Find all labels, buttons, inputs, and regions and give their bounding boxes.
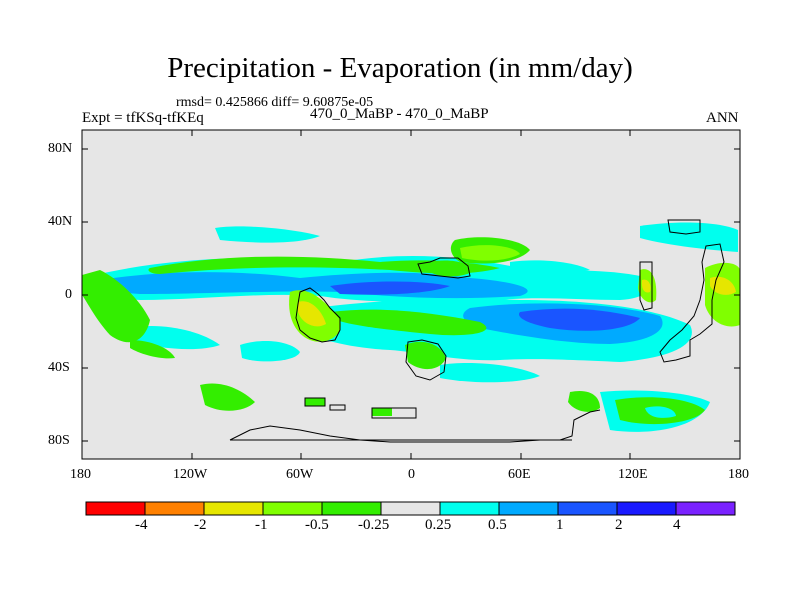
blue-core-eq [330, 281, 450, 295]
lon-label-60e: 60E [508, 467, 531, 482]
green-patch-s-atl-small2 [372, 408, 392, 416]
coastline-small-2 [371, 407, 417, 419]
yellowgreen-core-asia [641, 279, 651, 293]
coastline-n-america [667, 219, 701, 235]
colorbar-bin [380, 501, 441, 516]
plot-title: Precipitation - Evaporation (in mm/day) [167, 52, 633, 84]
lon-label-180w: 180 [70, 467, 91, 482]
lat-label-eq: 0 [65, 287, 72, 302]
colorbar-bin [557, 501, 618, 516]
colorbar-label-3: -1 [255, 517, 268, 533]
colorbar-bin [616, 501, 677, 516]
coastline-w-pacific [659, 243, 725, 363]
colorbar-bin [85, 501, 146, 516]
coastline-antarctica [229, 409, 601, 443]
season-label: ANN [706, 110, 739, 126]
lon-label-120w: 120W [173, 467, 208, 482]
colorbar-label-10: 4 [673, 517, 681, 533]
lat-label-80s: 80S [48, 433, 70, 448]
field-contours [82, 222, 740, 432]
cyan-patch-sw-pacific [240, 340, 300, 362]
lon-label-60w: 60W [286, 467, 314, 482]
lon-label-120e: 120E [618, 467, 648, 482]
lat-label-40n: 40N [48, 214, 73, 229]
colorbar [85, 501, 736, 516]
colorbar-label-1: -4 [135, 517, 148, 533]
colorbar-label-4: -0.5 [305, 517, 329, 533]
colorbar-bin [321, 501, 382, 516]
yellowgreen-core-sa [298, 301, 326, 327]
green-patch-sahara [430, 260, 472, 277]
case-label: 470_0_MaBP - 470_0_MaBP [310, 106, 489, 122]
colorbar-label-6: 0.25 [425, 517, 452, 533]
coastline-africa-north [417, 257, 471, 279]
colorbar-bin [675, 501, 736, 516]
colorbar-bin [203, 501, 264, 516]
yellowgreen-core-wp [710, 276, 736, 295]
coastline-africa-south [405, 339, 447, 381]
cyan-patch-atlantic-n [215, 226, 320, 243]
yellowgreen-core-africa [460, 245, 520, 261]
coastline-south-america [295, 287, 341, 343]
lat-label-40s: 40S [48, 360, 70, 375]
green-band-n [148, 256, 500, 274]
blue-core-s [519, 308, 640, 331]
coastlines [229, 219, 725, 443]
colorbar-label-9: 2 [615, 517, 623, 533]
colorbar-bin [144, 501, 205, 516]
green-band-s [330, 309, 487, 336]
stats-label: rmsd= 0.425866 diff= 9.60875e-05 [176, 95, 374, 110]
colorbar-label-2: -2 [194, 517, 207, 533]
green-hole-south-ocean [645, 406, 676, 418]
colorbar-bin [439, 501, 500, 516]
axis-ticks [81, 130, 741, 459]
colorbar-bin [262, 501, 323, 516]
lon-label-0: 0 [408, 467, 415, 482]
lon-label-180e: 180 [728, 467, 749, 482]
green-patch-africa-s [405, 341, 446, 370]
green-patch-antarctic-coast [200, 383, 255, 411]
coastline-small-1 [304, 397, 326, 407]
coastline-asia-e [639, 261, 653, 311]
coastline-small-3 [329, 404, 346, 411]
green-patch-s-pacific [130, 340, 175, 359]
colorbar-bin [498, 501, 559, 516]
green-patch-s-indian [568, 390, 600, 412]
cyan-patch-s-atlantic [440, 363, 540, 383]
cyan-patch-n-indian [510, 260, 590, 274]
lat-label-80n: 80N [48, 141, 73, 156]
green-patch-east-pacific [82, 270, 150, 343]
colorbar-label-5: -0.25 [358, 517, 390, 533]
colorbar-label-8: 1 [556, 517, 564, 533]
colorbar-label-7: 0.5 [488, 517, 507, 533]
green-patch-south-atl-small [305, 398, 325, 406]
experiment-label: Expt = tfKSq-tfKEq [82, 110, 204, 126]
